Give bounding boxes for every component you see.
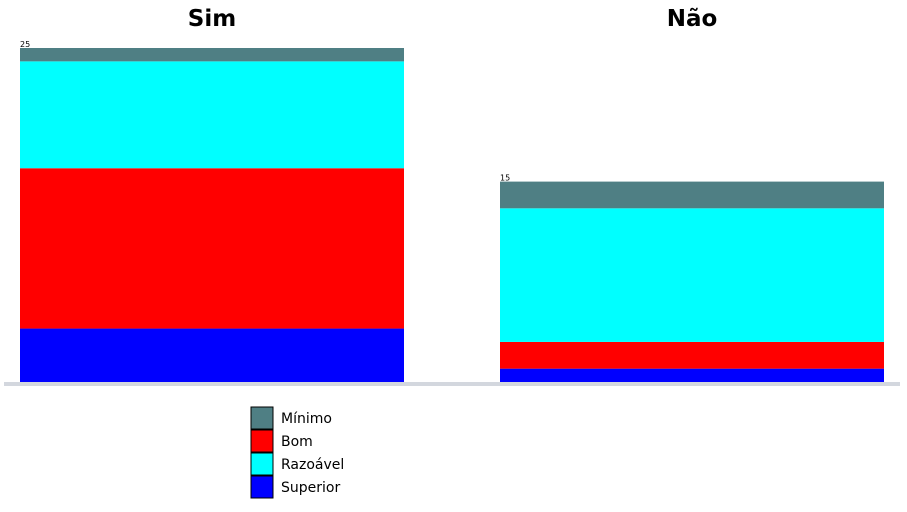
bar-segment-nao-razoavel [500,208,884,342]
category-title-sim: Sim [188,6,236,32]
bar-segment-nao-bom [500,341,884,369]
bar-segment-sim-bom [20,168,404,329]
bar-segment-sim-razoavel [20,61,404,169]
legend-label-razoavel: Razoável [281,457,344,473]
bar-segment-sim-minimo [20,48,404,62]
bar-segment-nao-minimo [500,181,884,209]
legend-label-bom: Bom [281,434,313,450]
bar-segment-nao-superior [500,368,884,382]
total-label-nao: 15 [500,174,510,183]
bar-segment-sim-superior [20,328,404,382]
legend-swatch-minimo [250,406,274,430]
legend-label-minimo: Mínimo [281,411,332,427]
legend-swatch-bom [250,429,274,453]
legend-swatch-razoavel [250,452,274,476]
total-labels: 25 15 [20,40,510,183]
category-title-nao: Não [667,6,718,32]
category-titles: Sim Não [188,6,718,32]
x-axis-baseline [4,382,900,386]
legend: Mínimo Bom Razoável Superior [250,406,344,499]
legend-swatch-superior [250,475,274,499]
bars-group [20,48,884,382]
total-label-sim: 25 [20,40,30,49]
legend-label-superior: Superior [281,480,340,496]
